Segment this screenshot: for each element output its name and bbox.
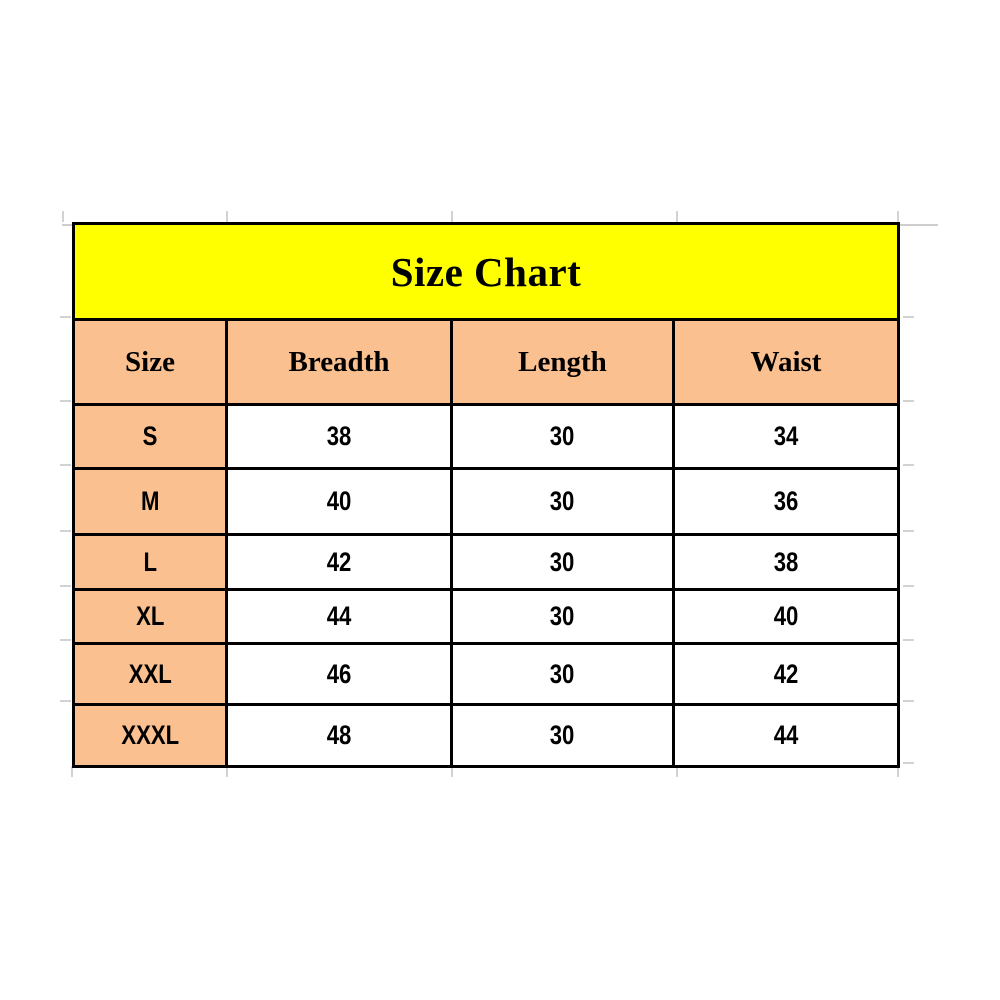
gridline-tick bbox=[903, 400, 914, 402]
waist-cell: 42 bbox=[672, 642, 900, 706]
size-chart-table: Size Chart Size Breadth Length Waist S 3… bbox=[72, 222, 900, 768]
column-header-length: Length bbox=[450, 318, 675, 406]
waist-value: 38 bbox=[773, 546, 799, 577]
title-row: Size Chart bbox=[72, 222, 900, 321]
size-label: S bbox=[142, 421, 158, 451]
length-cell: 30 bbox=[450, 642, 675, 706]
size-label-cell: XXXL bbox=[72, 703, 228, 768]
length-cell: 30 bbox=[450, 533, 675, 591]
gridline-tick bbox=[903, 316, 914, 318]
gridline-tick bbox=[60, 639, 71, 641]
waist-value: 42 bbox=[773, 658, 799, 689]
breadth-cell: 44 bbox=[225, 588, 453, 645]
breadth-cell: 46 bbox=[225, 642, 453, 706]
breadth-value: 48 bbox=[326, 720, 352, 750]
breadth-value: 40 bbox=[326, 486, 352, 516]
length-value: 30 bbox=[550, 486, 575, 516]
length-value: 30 bbox=[550, 421, 575, 451]
gridline-tick bbox=[60, 700, 71, 702]
size-label-cell: XXL bbox=[72, 642, 228, 706]
column-header-waist: Waist bbox=[672, 318, 900, 406]
waist-value: 40 bbox=[773, 601, 799, 631]
breadth-value: 42 bbox=[326, 546, 352, 577]
size-label-cell: XL bbox=[72, 588, 228, 645]
gridline-tick bbox=[897, 211, 899, 222]
gridline-tick bbox=[676, 766, 678, 777]
waist-value: 44 bbox=[773, 720, 799, 750]
size-label-cell: M bbox=[72, 467, 228, 536]
gridline-tick bbox=[60, 530, 71, 532]
size-label: XXL bbox=[128, 658, 172, 689]
length-cell: 30 bbox=[450, 467, 675, 536]
waist-cell: 36 bbox=[672, 467, 900, 536]
gridline-tick bbox=[676, 211, 678, 222]
breadth-cell: 38 bbox=[225, 403, 453, 470]
gridline-tick bbox=[451, 211, 453, 222]
size-label: L bbox=[143, 546, 157, 577]
gridline-tick bbox=[226, 211, 228, 222]
table-row: XL 44 30 40 bbox=[72, 588, 900, 645]
gridline-tick bbox=[897, 766, 899, 777]
size-label: XXXL bbox=[121, 720, 179, 750]
table-row: S 38 30 34 bbox=[72, 403, 900, 470]
length-cell: 30 bbox=[450, 703, 675, 768]
breadth-cell: 48 bbox=[225, 703, 453, 768]
waist-value: 36 bbox=[773, 486, 799, 516]
gridline-tick bbox=[903, 700, 914, 702]
gridline-tick bbox=[903, 585, 914, 587]
table-row: XXL 46 30 42 bbox=[72, 642, 900, 706]
gridline-tick bbox=[903, 639, 914, 641]
table-row: M 40 30 36 bbox=[72, 467, 900, 536]
size-label: M bbox=[140, 486, 160, 516]
breadth-cell: 42 bbox=[225, 533, 453, 591]
gridline-tick bbox=[451, 766, 453, 777]
size-label-cell: S bbox=[72, 403, 228, 470]
header-row: Size Breadth Length Waist bbox=[72, 318, 900, 406]
gridline-tick bbox=[60, 464, 71, 466]
gridline-tick bbox=[903, 762, 914, 764]
waist-value: 34 bbox=[773, 421, 799, 451]
waist-cell: 38 bbox=[672, 533, 900, 591]
size-label: XL bbox=[135, 601, 165, 631]
breadth-value: 44 bbox=[326, 601, 352, 631]
column-header-size: Size bbox=[72, 318, 228, 406]
length-value: 30 bbox=[550, 546, 575, 577]
table-row: XXXL 48 30 44 bbox=[72, 703, 900, 768]
length-cell: 30 bbox=[450, 403, 675, 470]
table-row: L 42 30 38 bbox=[72, 533, 900, 591]
gridline-tick bbox=[60, 316, 71, 318]
size-label-cell: L bbox=[72, 533, 228, 591]
waist-cell: 34 bbox=[672, 403, 900, 470]
length-value: 30 bbox=[550, 601, 575, 631]
breadth-cell: 40 bbox=[225, 467, 453, 536]
length-value: 30 bbox=[550, 720, 575, 750]
column-header-breadth: Breadth bbox=[225, 318, 453, 406]
gridline-tick bbox=[226, 766, 228, 777]
waist-cell: 40 bbox=[672, 588, 900, 645]
gridline-tick bbox=[903, 464, 914, 466]
length-value: 30 bbox=[550, 658, 575, 689]
gridline-tick bbox=[71, 766, 73, 777]
gridline-tick bbox=[60, 585, 71, 587]
waist-cell: 44 bbox=[672, 703, 900, 768]
length-cell: 30 bbox=[450, 588, 675, 645]
gridline-tick bbox=[903, 530, 914, 532]
breadth-value: 38 bbox=[326, 421, 352, 451]
gridline-tick bbox=[62, 211, 64, 222]
gridline-tick bbox=[60, 400, 71, 402]
table-title: Size Chart bbox=[72, 222, 900, 321]
breadth-value: 46 bbox=[326, 658, 352, 689]
